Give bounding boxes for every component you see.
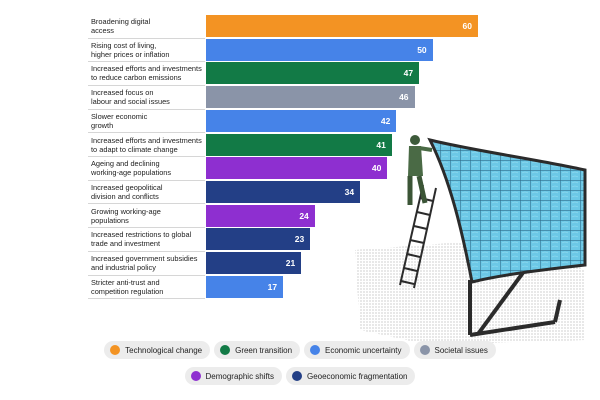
row-divider [88,179,205,181]
solar-panel [427,137,587,284]
bar-category-label-line: to reduce carbon emissions [91,73,182,83]
bar-category-label: Increased efforts and investments to adap… [91,136,206,154]
bar-value-label: 23 [294,234,305,245]
legend-item: Demographic shifts [184,367,282,385]
bar-category-label: Increased restrictions to global trade an… [91,230,206,248]
bar-value-label: 50 [417,44,427,55]
row-divider [88,132,205,134]
bar: 24 [206,204,315,227]
bar-category-label-line: and industrial policy [91,263,156,272]
bar-category-label-line: growth [91,120,114,130]
bar-category-label: Increased geopolitical division and confl… [91,183,206,201]
row-divider [88,274,205,276]
bar: 47 [206,62,420,85]
bar-category-label-line: access [91,26,115,35]
legend-swatch-icon [220,345,231,355]
bar: 46 [206,86,415,109]
bar-category-label-line: Increased government subsidies [91,254,198,263]
bar-category-label-line: higher prices or inflation [91,49,170,59]
bar-category-label-line: Ageing and declining [91,159,160,169]
bar-category-label: Stricter anti-trust and competition regul… [91,278,206,296]
bar-category-label-line: Increased restrictions to global [91,230,192,240]
legend-item: Geoeconomic fragmentation [285,367,416,385]
bar-category-label-line: Increased geopolitical [91,182,163,192]
bar: 34 [206,180,361,203]
bar: 21 [206,252,302,274]
bar-category-label: Increased government subsidies and indust… [91,254,206,272]
bar-category-label-line: Stricter anti-trust and [91,277,160,287]
bar-value-label: 24 [299,210,309,221]
bar-category-label: Increased focus on labour and social issu… [91,88,206,106]
bar-value-label: 21 [285,258,296,268]
bar-value-label: 17 [267,281,278,292]
bar-value-label: 42 [380,115,391,126]
bar: 50 [206,38,433,61]
row-divider [88,203,205,205]
legend-row-primary: Technological change Green transition Econ… [0,341,600,359]
bar-value-label: 40 [371,163,382,174]
bar: 17 [206,275,284,298]
bar-value-label: 60 [462,21,472,31]
legend-item: Technological change [104,341,211,359]
bar-category-label-line: Increased efforts and investments [91,64,202,74]
bar: 40 [206,157,388,180]
bar-category-label-line: labour and social issues [91,97,170,107]
bar-category-label: Growing working-age populations [91,207,206,225]
legend-swatch-icon [110,345,121,355]
bar-category-label-line: to adapt to climate change [91,144,178,154]
legend-swatch-icon [419,345,430,355]
legend-swatch-icon [291,371,302,381]
bar-category-label: Increased efforts and investments to redu… [91,64,206,82]
row-divider [88,250,205,252]
bar-category-label-line: Increased efforts and investments [91,135,202,145]
bar-category-label-line: competition regulation [91,286,164,296]
legend-swatch-icon [310,345,321,355]
legend-label: Societal issues [434,345,488,355]
legend-row-secondary: Demographic shifts Geoeconomic fragmentat… [0,367,600,385]
bar-category-label-line: Slower economic [91,111,148,121]
bar: 23 [206,228,311,251]
bar-category-label-line: Increased focus on [91,88,154,98]
bar-category-label-line: trade and investment [91,239,161,249]
row-divider [88,61,205,63]
legend-item: Green transition [214,341,301,359]
legend-label: Green transition [235,345,293,355]
bar-value-label: 34 [344,186,355,197]
legend-swatch-icon [190,371,201,381]
bar-category-label: Rising cost of living, higher prices or i… [91,41,206,59]
legend-label: Technological change [125,345,203,355]
bar-category-label-line: populations [91,215,129,225]
legend-label: Economic uncertainty [325,345,402,355]
bar-category-label-line: Growing working-age [91,206,161,216]
row-divider [88,298,205,300]
ladder-icon [399,184,437,289]
legend-item: Economic uncertainty [304,341,410,359]
bar-category-label: Slower economic growth [91,112,206,130]
bar: 60 [206,15,478,37]
worker-figure [407,135,433,205]
row-divider [88,84,205,86]
bar-value-label: 47 [403,68,414,79]
bar-category-label: Ageing and declining working-age populati… [91,159,206,177]
bar: 41 [206,133,392,156]
bar-value-label: 46 [399,92,409,103]
bar-category-label-line: working-age populations [91,168,172,178]
row-divider [88,108,205,110]
bar-category-label-line: Broadening digital [91,17,151,26]
bar-category-label-line: Rising cost of living, [91,40,157,50]
row-divider [88,156,205,157]
legend-label: Geoeconomic fragmentation [306,371,408,381]
legend-item: Societal issues [413,341,496,359]
bar-value-label: 41 [376,139,386,150]
row-divider [88,37,205,39]
panel-frame [468,268,562,337]
legend-label: Demographic shifts [205,371,274,381]
bar-category-label: Broadening digital access [91,17,206,35]
row-divider [88,227,205,229]
bar-category-label-line: division and conflicts [91,191,159,201]
bar: 42 [206,109,397,132]
